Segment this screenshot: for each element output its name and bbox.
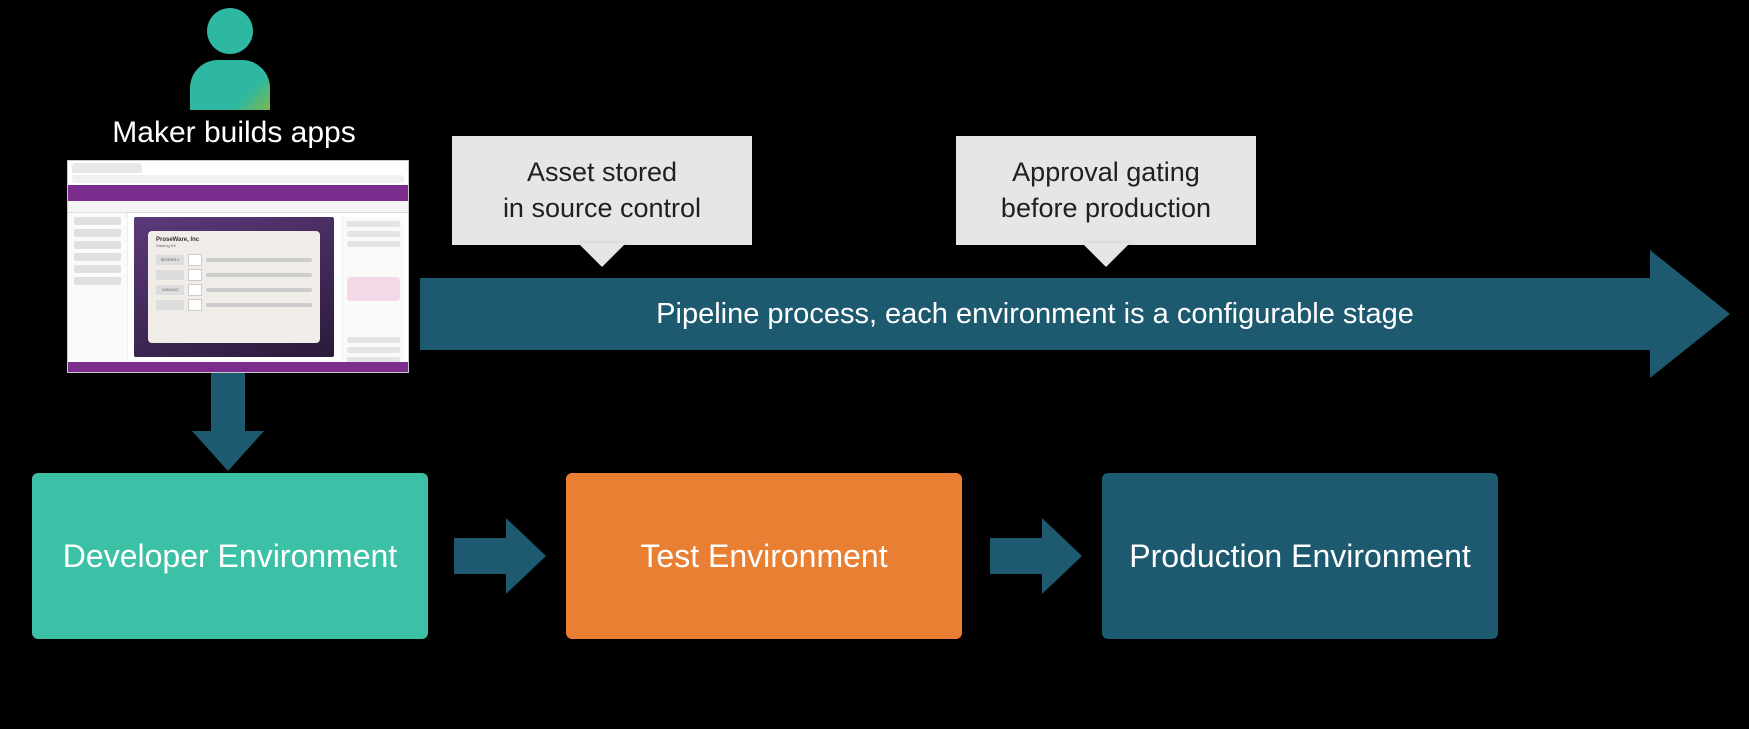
- pipeline-arrowhead-icon: [1650, 250, 1730, 378]
- browser-urlbar: [72, 175, 404, 183]
- card-list: RECENTLY CATALOG: [156, 254, 312, 311]
- env-label: Developer Environment: [63, 538, 397, 575]
- callout-line1: Approval gating: [984, 154, 1228, 190]
- app-footer: [68, 362, 408, 372]
- callout-line2: in source control: [480, 190, 724, 226]
- callout-pointer-icon: [1082, 243, 1130, 267]
- app-ribbon: [68, 185, 408, 201]
- env-label: Test Environment: [640, 538, 887, 575]
- app-toolbar: [68, 201, 408, 213]
- app-builder-screenshot: ProseWare, Inc Starting Kit RECENTLY CAT…: [67, 160, 409, 373]
- card-subtitle: Starting Kit: [156, 243, 312, 248]
- maker-body-icon: [190, 60, 270, 110]
- browser-tab: [72, 163, 142, 173]
- maker-icon: [190, 8, 270, 108]
- env-test: Test Environment: [566, 473, 962, 639]
- callout-line2: before production: [984, 190, 1228, 226]
- pipeline-label: Pipeline process, each environment is a …: [420, 278, 1650, 350]
- app-card: ProseWare, Inc Starting Kit RECENTLY CAT…: [148, 231, 320, 343]
- callout-pointer-icon: [578, 243, 626, 267]
- callout-line1: Asset stored: [480, 154, 724, 190]
- callout-approval-gating: Approval gating before production: [956, 136, 1256, 245]
- callout-asset-stored: Asset stored in source control: [452, 136, 752, 245]
- app-right-sidebar: [342, 217, 404, 360]
- maker-head-icon: [207, 8, 253, 54]
- env-production: Production Environment: [1102, 473, 1498, 639]
- app-left-sidebar: [68, 213, 128, 360]
- diagram-canvas: Maker builds apps ProseWare, Inc Startin…: [0, 0, 1749, 729]
- app-design-canvas: ProseWare, Inc Starting Kit RECENTLY CAT…: [134, 217, 334, 357]
- maker-label: Maker builds apps: [104, 116, 364, 150]
- env-developer: Developer Environment: [32, 473, 428, 639]
- env-label: Production Environment: [1129, 538, 1471, 575]
